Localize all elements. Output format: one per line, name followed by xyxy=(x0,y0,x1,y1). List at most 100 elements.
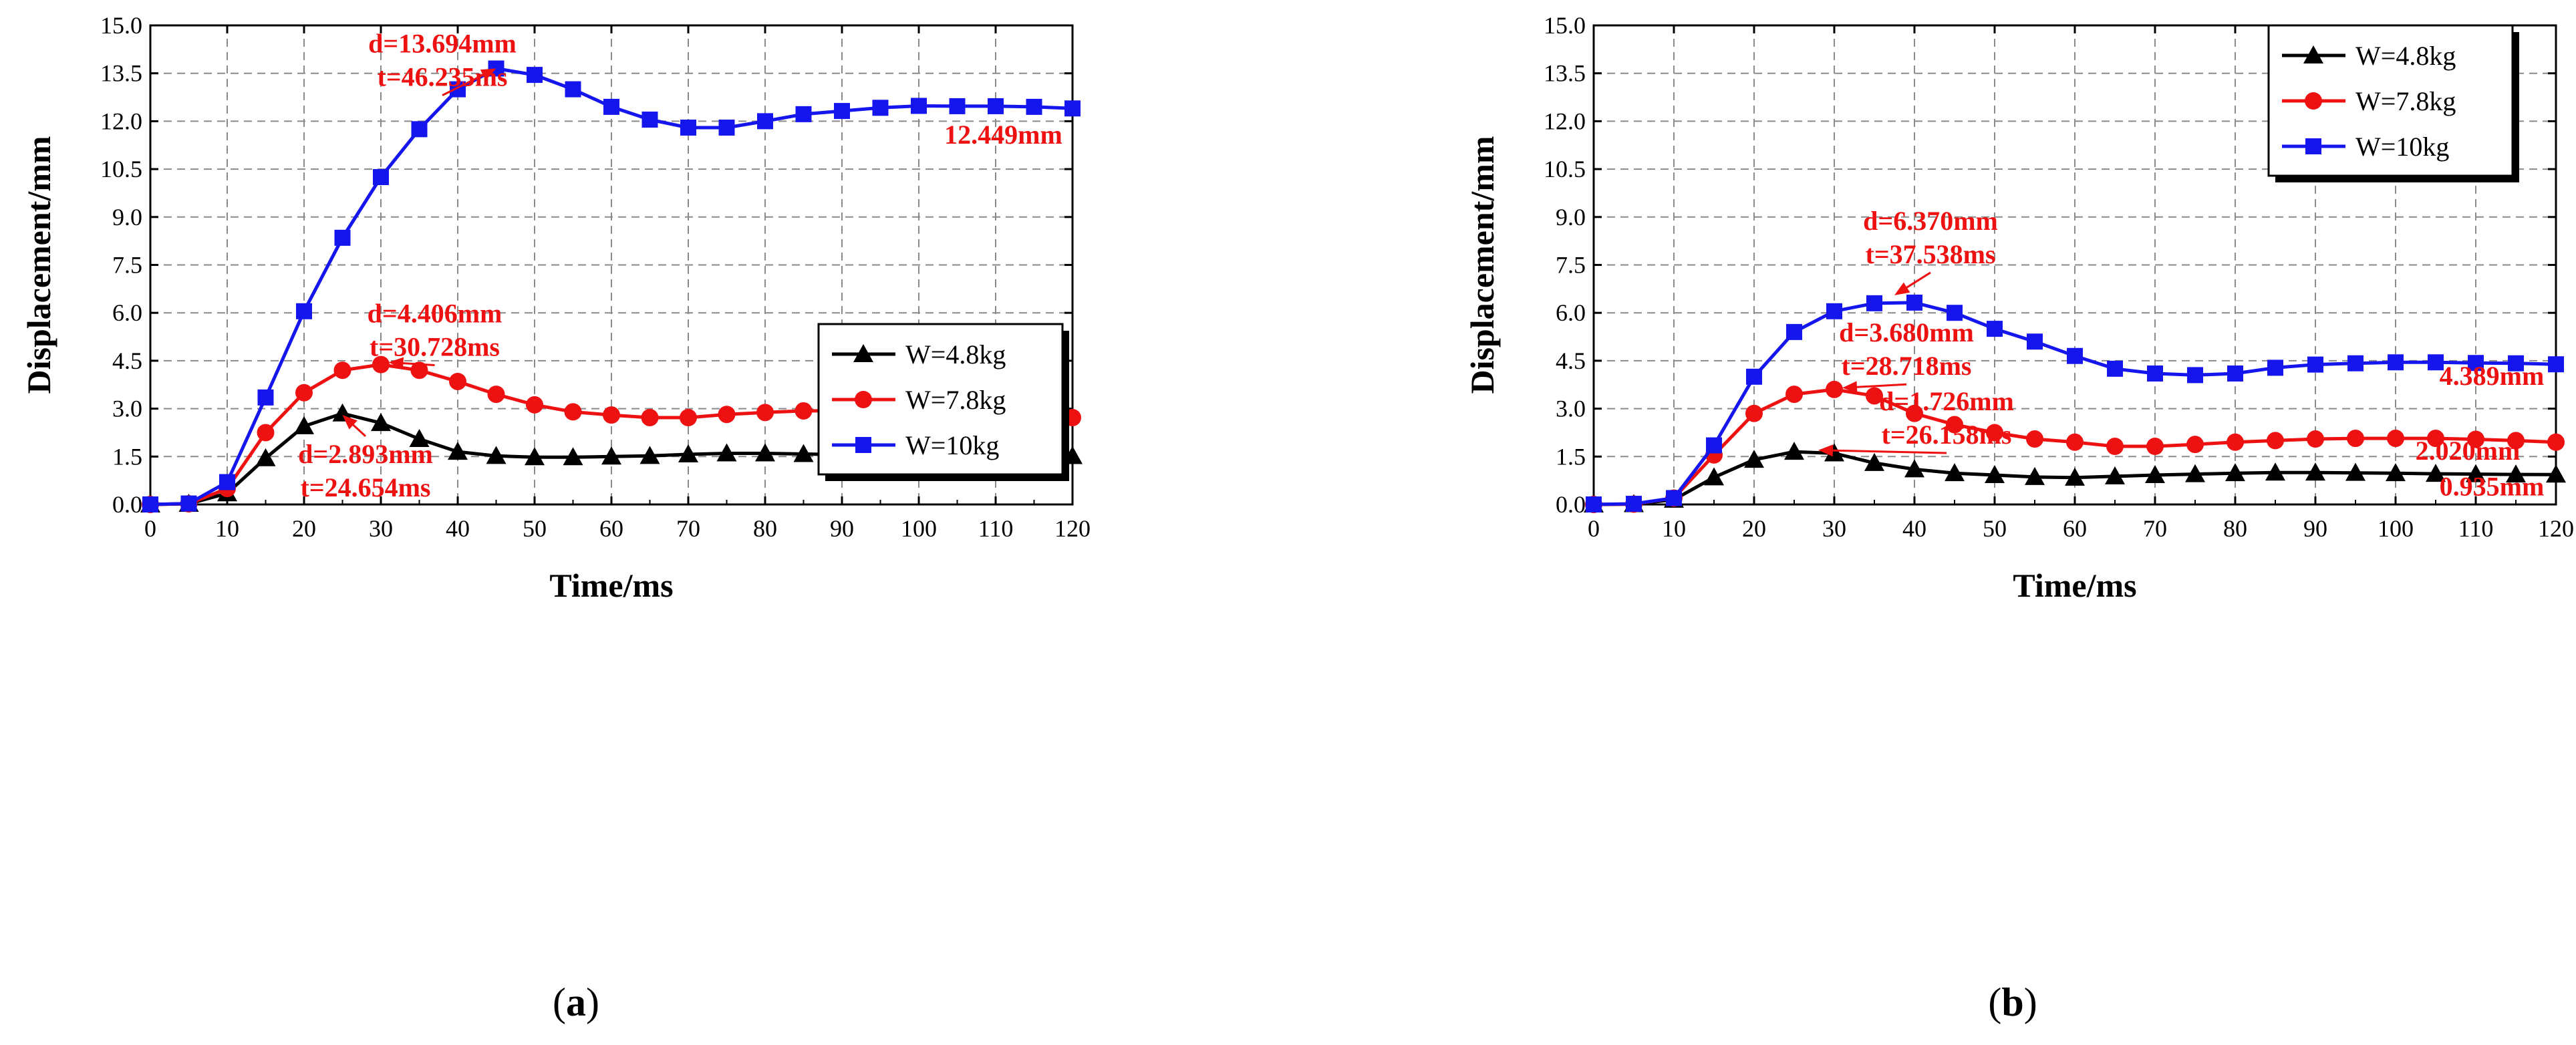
data-point xyxy=(1826,380,1843,398)
data-point xyxy=(2388,354,2404,371)
data-point xyxy=(295,384,313,402)
annotation-label: d=13.694mm xyxy=(368,29,517,59)
y-tick-label: 6.0 xyxy=(112,299,142,326)
data-point xyxy=(448,442,468,460)
annotation-arrow-line xyxy=(1902,271,1931,291)
panel-caption: (b) xyxy=(1988,980,2037,1024)
series-w-10kg xyxy=(142,60,1081,512)
data-point xyxy=(755,443,775,462)
y-tick-label: 15.0 xyxy=(1544,12,1586,39)
annotation: 12.449mm xyxy=(944,120,1062,150)
data-point xyxy=(603,98,619,115)
data-point xyxy=(2227,433,2244,451)
annotation-arrow-line xyxy=(1827,449,1947,454)
y-tick-label: 9.0 xyxy=(112,204,142,231)
y-tick-label: 10.5 xyxy=(1544,156,1586,182)
x-tick-label: 50 xyxy=(523,515,547,542)
x-axis-title: Time/ms xyxy=(2013,567,2136,604)
data-point xyxy=(1026,98,1042,115)
data-point xyxy=(795,106,812,122)
data-point xyxy=(1864,452,1884,471)
x-tick-label: 70 xyxy=(2143,515,2167,542)
data-point xyxy=(601,446,621,465)
annotation: d=3.680mm t=28.718ms xyxy=(1839,317,1974,394)
x-tick-label: 60 xyxy=(2063,515,2087,542)
data-point xyxy=(257,424,275,442)
data-point xyxy=(527,67,543,84)
data-point xyxy=(1904,459,1924,478)
data-point xyxy=(2267,359,2283,376)
x-axis-title: Time/ms xyxy=(549,567,673,604)
y-tick-label: 12.0 xyxy=(100,108,142,134)
data-point xyxy=(1986,424,2003,442)
data-point xyxy=(525,447,545,466)
x-tick-label: 40 xyxy=(1902,515,1926,542)
data-point xyxy=(911,98,927,114)
data-point xyxy=(2386,463,2406,482)
data-point xyxy=(564,403,582,421)
data-point xyxy=(1786,323,1802,340)
annotation-arrowhead xyxy=(1842,381,1858,394)
data-point xyxy=(756,404,774,422)
data-point xyxy=(718,406,736,424)
legend-marker xyxy=(2303,45,2323,63)
legend-label: W=7.8kg xyxy=(2355,86,2456,116)
y-tick-label: 7.5 xyxy=(1556,252,1586,279)
annotation-label: 12.449mm xyxy=(944,120,1062,150)
data-point xyxy=(2345,462,2366,481)
annotation-label: d=1.726mm xyxy=(1879,386,2014,416)
data-point xyxy=(180,495,197,512)
data-point xyxy=(1866,387,1883,405)
data-point xyxy=(2548,356,2564,373)
data-point xyxy=(296,303,312,319)
data-point xyxy=(872,100,889,116)
data-point xyxy=(2468,355,2484,371)
series-w-10kg xyxy=(1586,294,2564,512)
x-tick-label: 20 xyxy=(1742,515,1766,542)
legend: W=4.8kg W=7.8kg W=10kg xyxy=(817,323,1069,481)
x-tick-label: 10 xyxy=(1662,515,1686,542)
legend-label: W=10kg xyxy=(2355,132,2449,162)
annotation-arrowhead xyxy=(388,357,404,369)
data-point xyxy=(793,444,814,462)
data-point xyxy=(2508,355,2524,371)
y-tick-label: 10.5 xyxy=(100,156,142,182)
annotation-arrowhead xyxy=(1818,444,1834,457)
data-point xyxy=(2147,365,2163,382)
x-tick-label: 80 xyxy=(2223,515,2247,542)
y-tick-label: 15.0 xyxy=(100,12,142,39)
x-tick-label: 100 xyxy=(901,515,937,542)
data-point xyxy=(1906,404,1923,422)
x-tick-label: 110 xyxy=(978,515,1014,542)
x-tick-label: 40 xyxy=(446,515,470,542)
data-point xyxy=(2546,464,2566,483)
data-point xyxy=(409,429,430,448)
data-point xyxy=(795,402,813,420)
data-point xyxy=(2106,438,2124,456)
data-point xyxy=(1987,321,2003,337)
data-point xyxy=(372,355,390,374)
x-tick-label: 120 xyxy=(2538,515,2574,542)
annotation-label: t=28.718ms xyxy=(1842,351,1972,381)
x-tick-label: 120 xyxy=(1054,515,1091,542)
x-tick-label: 0 xyxy=(144,515,156,542)
data-point xyxy=(142,496,158,512)
annotation-label: d=2.893mm xyxy=(298,439,433,469)
legend-marker xyxy=(2305,138,2321,154)
data-point xyxy=(1784,442,1804,460)
x-tick-label: 90 xyxy=(2303,515,2327,542)
data-point xyxy=(526,396,543,414)
annotation-label: 0.935mm xyxy=(2440,472,2545,502)
annotation: 2.020mm xyxy=(2416,436,2521,466)
y-axis-title: Displacement/mm xyxy=(20,136,57,394)
panel-caption: (a) xyxy=(553,980,599,1024)
data-point xyxy=(2065,467,2085,486)
x-tick-label: 60 xyxy=(599,515,623,542)
x-tick-label: 0 xyxy=(1588,515,1600,542)
data-point xyxy=(716,443,737,462)
data-point xyxy=(449,372,466,390)
y-tick-label: 3.0 xyxy=(1556,396,1586,422)
x-tick-label: 10 xyxy=(215,515,239,542)
